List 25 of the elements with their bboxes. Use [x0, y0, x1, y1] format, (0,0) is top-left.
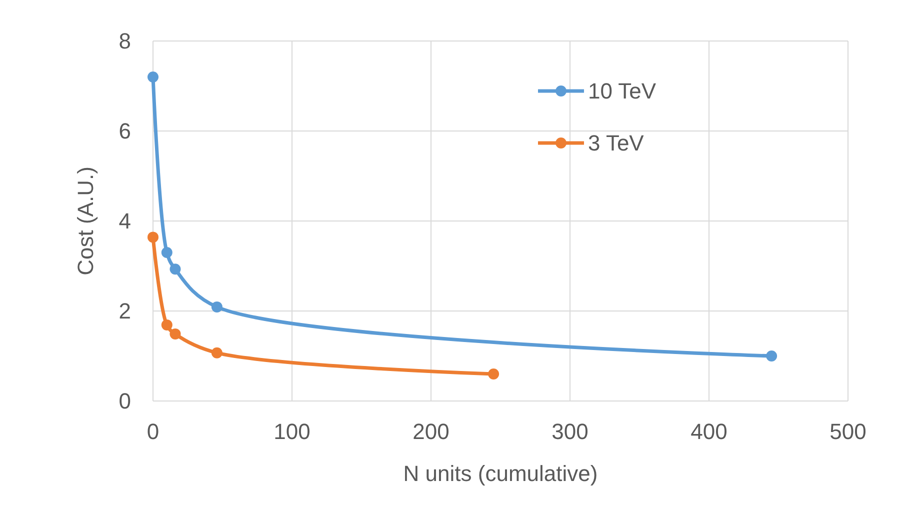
x-tick-label: 400 — [690, 419, 728, 444]
y-tick-label: 0 — [118, 388, 131, 414]
point — [161, 247, 172, 258]
x-tick-label: 0 — [146, 419, 160, 444]
x-tick-label: 200 — [412, 419, 450, 444]
point — [766, 350, 778, 362]
legend-label: 10 TeV — [588, 78, 656, 104]
point — [148, 232, 158, 243]
y-axis-title: Cost (A.U.) — [73, 166, 98, 276]
x-tick-label: 500 — [830, 419, 866, 444]
point — [211, 301, 222, 312]
x-tick-label: 300 — [552, 419, 588, 444]
point — [211, 347, 222, 358]
x-axis-title: N units (cumulative) — [403, 461, 598, 486]
y-tick-label: 2 — [118, 298, 131, 324]
y-tick-label: 8 — [118, 28, 131, 54]
point — [488, 368, 500, 380]
point — [148, 72, 158, 82]
point — [161, 319, 172, 330]
point — [170, 328, 181, 340]
legend-label: 3 TeV — [588, 130, 644, 156]
point — [170, 264, 181, 275]
y-tick-label: 4 — [118, 208, 131, 234]
x-tick-label: 100 — [274, 419, 310, 444]
y-tick-label: 6 — [118, 118, 131, 144]
